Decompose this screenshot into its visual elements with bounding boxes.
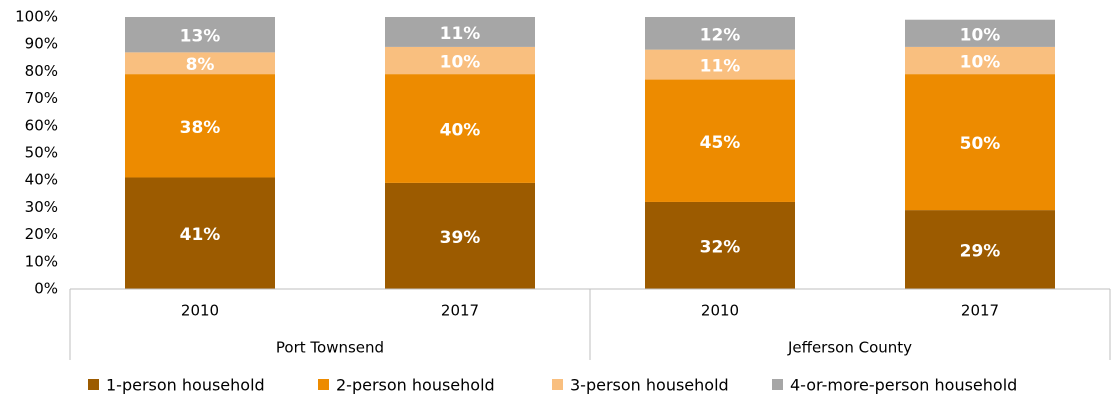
bar-segment: [645, 79, 795, 202]
value-label: 10%: [440, 53, 481, 73]
y-tick-label: 0%: [34, 280, 58, 298]
legend-swatch: [318, 379, 329, 390]
y-tick-label: 90%: [25, 35, 58, 53]
value-label: 50%: [960, 134, 1001, 154]
legend-label: 4-or-more-person household: [790, 376, 1017, 395]
legend-label: 1-person household: [106, 376, 265, 395]
y-tick-label: 100%: [15, 8, 58, 26]
value-label: 32%: [700, 237, 741, 257]
legend-swatch: [772, 379, 783, 390]
value-label: 45%: [700, 133, 741, 153]
bar-segment: [645, 201, 795, 289]
legend-swatch: [88, 379, 99, 390]
value-label: 39%: [440, 228, 481, 248]
bar-segment: [905, 46, 1055, 75]
x-tick-label: 2010: [181, 302, 219, 320]
group-label: Jefferson County: [787, 339, 912, 357]
bar-segment: [905, 19, 1055, 47]
value-label: 38%: [180, 118, 221, 138]
y-tick-label: 30%: [25, 198, 58, 216]
group-label: Port Townsend: [276, 339, 384, 357]
x-tick-label: 2010: [701, 302, 739, 320]
y-tick-label: 40%: [25, 171, 58, 189]
value-label: 10%: [960, 25, 1001, 45]
value-label: 8%: [186, 55, 215, 75]
y-tick-label: 50%: [25, 144, 58, 162]
bar-segment: [385, 17, 535, 47]
y-tick-label: 20%: [25, 225, 58, 243]
y-tick-label: 10%: [25, 252, 58, 270]
value-label: 40%: [440, 121, 481, 141]
x-tick-label: 2017: [961, 302, 999, 320]
value-label: 13%: [180, 27, 221, 47]
bar-segment: [385, 74, 535, 183]
y-tick-label: 70%: [25, 89, 58, 107]
legend-label: 2-person household: [336, 376, 495, 395]
value-label: 12%: [700, 25, 741, 45]
bar-segment: [385, 46, 535, 75]
x-tick-label: 2017: [441, 302, 479, 320]
bar-segment: [125, 177, 275, 289]
bar-segment: [125, 74, 275, 178]
y-tick-label: 60%: [25, 116, 58, 134]
bar-segment: [385, 182, 535, 289]
legend-label: 3-person household: [570, 376, 729, 395]
bar-segment: [645, 49, 795, 80]
y-tick-label: 80%: [25, 62, 58, 80]
value-label: 29%: [960, 242, 1001, 262]
bar-segment: [645, 17, 795, 50]
bar-segment: [905, 210, 1055, 289]
bar-segment: [905, 74, 1055, 211]
value-label: 11%: [440, 24, 481, 44]
bar-segment: [125, 52, 275, 75]
value-label: 41%: [180, 225, 221, 245]
value-label: 10%: [960, 53, 1001, 73]
legend-swatch: [552, 379, 563, 390]
value-label: 11%: [700, 57, 741, 77]
bar-segment: [125, 17, 275, 53]
